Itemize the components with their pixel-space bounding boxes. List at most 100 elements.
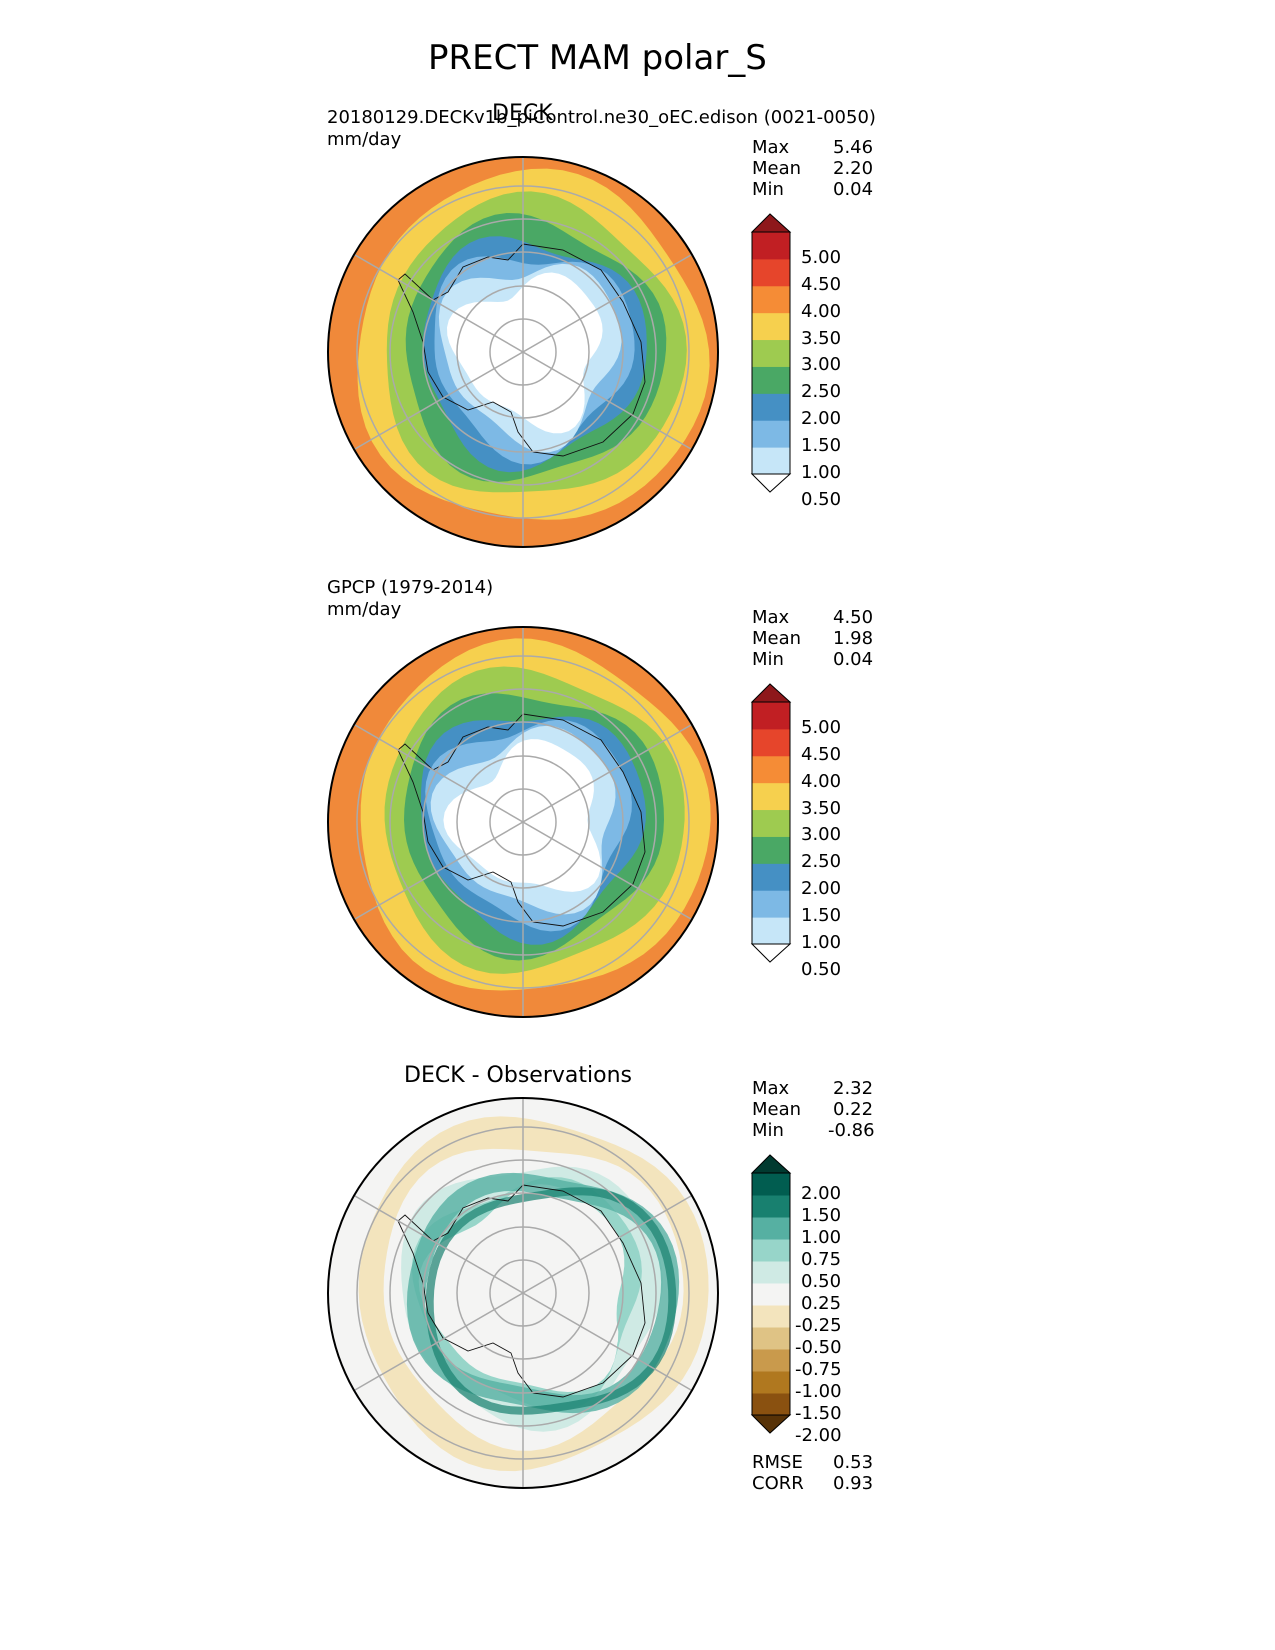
colorbar-extend-low — [750, 943, 792, 963]
colorbar-frame — [751, 231, 791, 475]
colorbar-segment — [752, 836, 790, 864]
stat-mean-value: 0.22 — [833, 1099, 874, 1120]
map-border — [327, 1097, 719, 1489]
colorbar-tick-label: 4.00 — [801, 300, 842, 322]
colorbar-tick-label: 1.50 — [801, 1205, 842, 1226]
panel-2-subtitle: GPCP (1979-2014) — [327, 577, 494, 598]
colorbar-tick-label: 3.00 — [801, 354, 842, 376]
colorbar-tick-label: 1.00 — [801, 932, 842, 953]
colorbar-segment — [752, 366, 790, 394]
colorbar-segment — [752, 728, 790, 757]
panel-3-title: DECK - Observations — [404, 1063, 632, 1088]
colorbar-tick-label: -1.50 — [795, 1403, 842, 1424]
colorbar-segment — [752, 782, 790, 811]
stat-mean-label: Mean — [752, 1099, 802, 1120]
colorbar-segment — [752, 1239, 790, 1262]
colorbar-tick-label: 2.50 — [801, 381, 842, 403]
stat-mean-value: 2.20 — [833, 158, 874, 179]
colorbar-segment — [752, 1217, 790, 1240]
field-contour — [443, 739, 601, 892]
colorbar-tick-label: -0.50 — [795, 1337, 842, 1358]
colorbar-tick-label: 0.50 — [801, 1271, 842, 1292]
colorbar-tick-label: 0.25 — [801, 1293, 842, 1314]
stat-mean-label: Mean — [752, 158, 802, 179]
colorbar-tick-label: 3.00 — [801, 824, 842, 846]
colorbar-segment — [752, 1305, 790, 1328]
colorbar-tick-label: 4.50 — [801, 273, 842, 295]
colorbar-tick-label: 2.00 — [801, 408, 842, 430]
colorbar-segment — [752, 1195, 790, 1218]
stat-min-label: Min — [752, 179, 784, 200]
stat-max-label: Max — [752, 607, 790, 628]
colorbar-segment — [752, 258, 790, 287]
colorbar-segment — [752, 1349, 790, 1372]
colorbar-segment — [752, 863, 790, 891]
coastline — [397, 243, 646, 457]
stat-max-label: Max — [752, 137, 790, 158]
colorbar-tick-label: -1.00 — [795, 1381, 842, 1402]
stat-min-value: 0.04 — [833, 179, 874, 200]
panel-1-units: mm/day — [327, 129, 402, 150]
colorbar — [750, 1154, 792, 1434]
figure-title: PRECT MAM polar_S — [428, 38, 767, 78]
colorbar-extend-high — [750, 683, 792, 703]
stat-rmse-value: 0.53 — [833, 1452, 874, 1473]
colorbar-tick-label: 4.50 — [801, 743, 842, 765]
colorbar-tick-label: 1.50 — [801, 905, 842, 927]
stat-max-value: 5.46 — [833, 137, 874, 158]
colorbar-extend-low — [750, 473, 792, 493]
stat-min-label: Min — [752, 1120, 784, 1141]
coastline — [397, 1184, 646, 1398]
graticule-lon — [353, 253, 693, 451]
colorbar-tick-label: -0.75 — [795, 1359, 842, 1380]
colorbar-segment — [752, 890, 790, 918]
colorbar-tick-label: 1.00 — [801, 462, 842, 483]
polar-map — [327, 626, 719, 1018]
colorbar-segment — [752, 1371, 790, 1394]
colorbar-tick-label: -0.25 — [795, 1315, 842, 1336]
colorbar-tick-label: 4.00 — [801, 770, 842, 792]
stat-rmse-label: RMSE — [752, 1452, 803, 1473]
stat-min-value: 0.04 — [833, 649, 874, 670]
colorbar-segment — [752, 702, 790, 730]
colorbar-tick-label: 5.00 — [801, 716, 842, 738]
colorbar-tick-label: 0.75 — [801, 1249, 842, 1270]
stat-mean-label: Mean — [752, 628, 802, 649]
stat-corr-value: 0.93 — [833, 1473, 874, 1494]
colorbar-tick-label: 1.50 — [801, 435, 842, 457]
panel-1-subtitle: 20180129.DECKv1b_piControl.ne30_oEC.edis… — [327, 107, 876, 128]
colorbar-segment — [752, 917, 790, 945]
graticule-lon — [353, 723, 693, 921]
stat-max-value: 2.32 — [833, 1078, 874, 1099]
map-border — [327, 626, 719, 1018]
map-border — [327, 156, 719, 548]
panel-1-title: DECK — [492, 101, 553, 126]
polar-map — [327, 156, 719, 548]
stat-min-label: Min — [752, 649, 784, 670]
colorbar-segment — [752, 1393, 790, 1416]
colorbar-tick-label: 1.00 — [801, 1227, 842, 1248]
colorbar-tick-label: 0.50 — [801, 958, 842, 980]
colorbar-tick-label: 0.50 — [801, 488, 842, 510]
colorbar-segment — [752, 755, 790, 784]
stat-max-label: Max — [752, 1078, 790, 1099]
coastline — [397, 713, 646, 927]
colorbar-extend-low — [750, 1414, 792, 1434]
colorbar — [750, 213, 792, 493]
colorbar-segment — [752, 447, 790, 475]
map-field — [328, 157, 718, 547]
colorbar-tick-label: 2.50 — [801, 851, 842, 873]
colorbar-segment — [752, 1283, 790, 1306]
colorbar-segment — [752, 420, 790, 448]
colorbar-tick-label: 2.00 — [801, 878, 842, 900]
colorbar-tick-label: 3.50 — [801, 797, 842, 819]
colorbar-segment — [752, 393, 790, 421]
colorbar-extend-high — [750, 213, 792, 233]
graticule-lon — [353, 1194, 693, 1392]
stat-corr-label: CORR — [752, 1473, 804, 1494]
polar-map — [327, 1097, 719, 1489]
stat-max-value: 4.50 — [833, 607, 874, 628]
colorbar-segment — [752, 339, 790, 367]
colorbar-segment — [752, 1327, 790, 1350]
colorbar-frame — [751, 701, 791, 945]
